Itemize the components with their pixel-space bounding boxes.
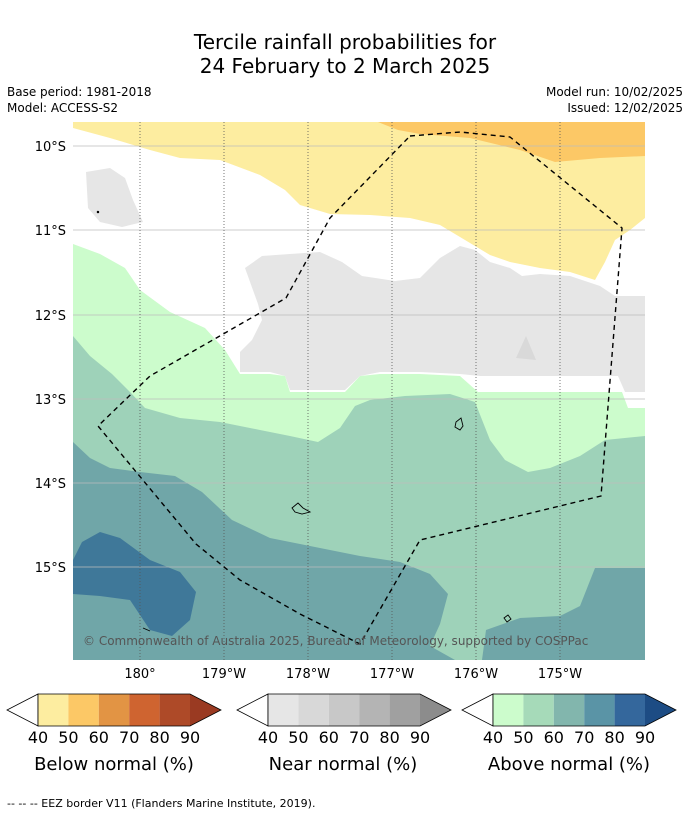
colorbar-swatch (38, 694, 69, 726)
chart-title: Tercile rainfall probabilities for 24 Fe… (0, 30, 690, 78)
region-above-normal-60-se (482, 568, 645, 660)
islands (96, 210, 512, 632)
lon-label: 179°W (202, 667, 246, 682)
title-line-2: 24 February to 2 March 2025 (199, 54, 491, 78)
map-area: © Commonwealth of Australia 2025, Bureau… (73, 122, 645, 660)
eez-border (97, 131, 623, 645)
colorbar-max-arrow (420, 694, 451, 726)
eez-legend: -- -- -- EEZ border V11 (Flanders Marine… (7, 797, 316, 810)
colorbar-tick: 80 (379, 728, 399, 747)
colorbar-min-arrow (236, 693, 269, 727)
colorbar-below-normal: 40 50 60 70 80 90 Below normal (%) (6, 693, 222, 775)
colorbar-title: Below normal (%) (34, 754, 194, 775)
colorbar-max-arrow (190, 694, 221, 726)
colorbar-swatch (68, 694, 99, 726)
colorbar-tick: 80 (149, 728, 169, 747)
base-period: Base period: 1981-2018 (7, 85, 152, 99)
lon-label: 177°W (370, 667, 414, 682)
colorbar-tick: 70 (349, 728, 369, 747)
colorbar-swatch (129, 694, 160, 726)
colorbar-title: Above normal (%) (488, 754, 650, 775)
region-below-normal-40 (73, 122, 645, 280)
colorbar-above-normal: 40 50 60 70 80 90 Above normal (%) (461, 693, 677, 775)
lon-label: 178°W (286, 667, 330, 682)
colorbar-swatch (523, 694, 554, 726)
colorbar-tick: 40 (483, 728, 503, 747)
colorbar-title: Near normal (%) (269, 754, 418, 775)
lat-label: 10°S (35, 140, 66, 155)
colorbar-near-normal: 40 50 60 70 80 90 Near normal (%) (236, 693, 452, 775)
lat-label: 13°S (35, 393, 66, 408)
lat-label: 12°S (35, 309, 66, 324)
title-line-1: Tercile rainfall probabilities for (193, 30, 497, 54)
region-near-normal-west (86, 168, 143, 227)
colorbar-swatch (493, 694, 524, 726)
model-run: Model run: 10/02/2025 (545, 85, 683, 99)
region-near-normal-spot (516, 336, 536, 360)
colorbar-swatch (389, 694, 420, 726)
colorbar-tick: 60 (319, 728, 339, 747)
colorbar-tick: 60 (89, 728, 109, 747)
region-below-normal-50 (378, 122, 645, 162)
colorbar-min-arrow (6, 693, 39, 727)
colorbar-tick: 60 (544, 728, 564, 747)
region-above-normal-70 (73, 532, 196, 636)
colorbar-tick: 90 (635, 728, 655, 747)
colorbar-swatch (584, 694, 615, 726)
lat-labels: 10°S 11°S 12°S 13°S 14°S 15°S (35, 140, 66, 576)
colorbar-tick: 90 (180, 728, 200, 747)
issued-date: Issued: 12/02/2025 (567, 101, 683, 115)
lat-label: 11°S (35, 224, 66, 239)
colorbar-swatch (268, 694, 299, 726)
colorbar-swatch (553, 694, 585, 726)
meta-right: Model run: 10/02/2025 Issued: 12/02/2025 (546, 84, 683, 116)
lon-labels: 180° 179°W 178°W 177°W 176°W 175°W (124, 667, 582, 682)
model-name: Model: ACCESS-S2 (7, 101, 119, 115)
colorbar-tick: 90 (410, 728, 430, 747)
colorbar-tick: 40 (258, 728, 278, 747)
colorbar-tick: 50 (288, 728, 308, 747)
region-near-normal-band (240, 246, 645, 392)
colorbar-max-arrow (645, 694, 676, 726)
lon-label: 180° (124, 667, 155, 682)
colorbar-tick: 70 (119, 728, 139, 747)
colorbar-tick: 50 (58, 728, 78, 747)
colorbar-swatch (359, 694, 390, 726)
colorbar-swatch (159, 694, 190, 726)
lat-label: 15°S (35, 561, 66, 576)
lat-label: 14°S (35, 477, 66, 492)
colorbar-swatch (328, 694, 360, 726)
copyright-text: © Commonwealth of Australia 2025, Bureau… (83, 634, 588, 648)
colorbar-tick: 40 (28, 728, 48, 747)
colorbar-swatch (614, 694, 645, 726)
lon-label: 175°W (538, 667, 582, 682)
colorbar-min-arrow (461, 693, 494, 727)
colorbar-swatch (298, 694, 329, 726)
lon-label: 176°W (454, 667, 498, 682)
meta-left: Base period: 1981-2018 Model: ACCESS-S2 (7, 84, 152, 116)
lat-gridlines (73, 145, 645, 568)
colorbar-tick: 70 (574, 728, 594, 747)
colorbar-swatch (98, 694, 130, 726)
colorbar-tick: 50 (513, 728, 533, 747)
colorbar-tick: 80 (604, 728, 624, 747)
